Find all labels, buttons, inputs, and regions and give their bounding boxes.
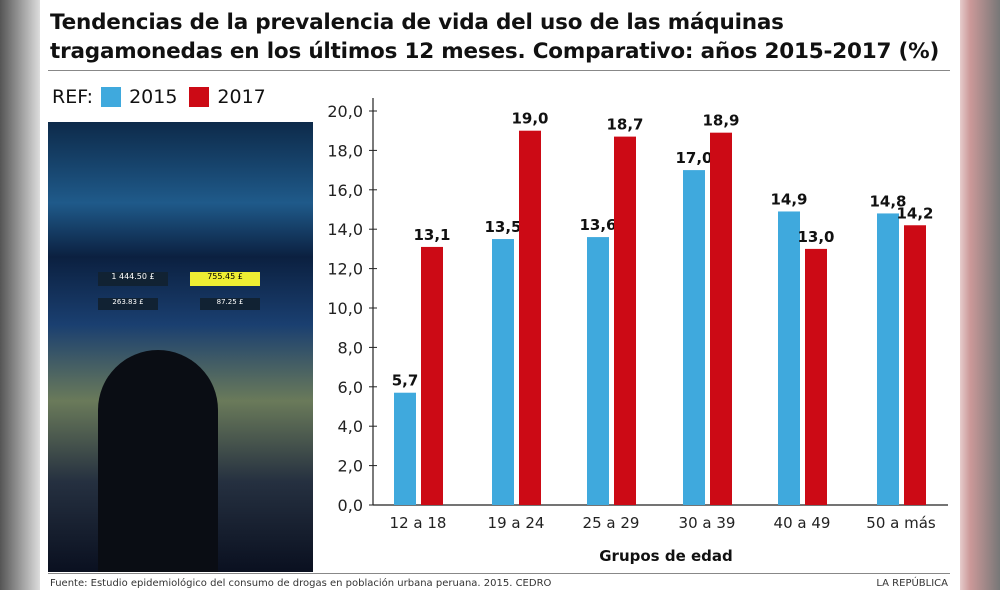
legend-item-2017: 2017 — [217, 86, 266, 108]
data-label-2015: 13,5 — [484, 218, 521, 236]
bar-2015 — [587, 237, 609, 505]
x-tick-label: 40 a 49 — [774, 514, 831, 532]
data-label-2017: 18,9 — [702, 112, 739, 130]
x-tick-label: 30 a 39 — [679, 514, 736, 532]
legend-swatch-2017 — [189, 87, 210, 107]
chart-title: Tendencias de la prevalencia de vida del… — [50, 10, 940, 64]
y-tick-label: 8,0 — [338, 338, 363, 357]
bar-2017 — [519, 130, 541, 505]
legend: REF: 2015 2017 — [52, 86, 266, 108]
y-tick-label: 14,0 — [327, 220, 363, 239]
bar-2017 — [614, 136, 636, 506]
bar-2015 — [778, 211, 800, 505]
source-note: Fuente: Estudio epidemiológico del consu… — [50, 578, 552, 589]
data-label-2015: 17,0 — [675, 149, 712, 167]
x-tick-label: 19 a 24 — [488, 514, 545, 532]
photo-display-4: 87.25 £ — [200, 298, 260, 310]
y-tick-label: 0,0 — [338, 496, 363, 515]
y-tick-label: 20,0 — [327, 102, 363, 121]
x-tick-label: 12 a 18 — [390, 514, 447, 532]
x-tick-label: 25 a 29 — [583, 514, 640, 532]
data-label-2017: 13,0 — [797, 228, 834, 246]
bar-2015 — [877, 213, 899, 505]
y-tick-label: 18,0 — [327, 141, 363, 160]
y-tick-label: 4,0 — [338, 417, 363, 436]
x-axis-label: Grupos de edad — [599, 547, 732, 565]
data-label-2015: 14,8 — [869, 192, 906, 210]
y-tick-label: 16,0 — [327, 181, 363, 200]
data-label-2017: 13,1 — [413, 226, 450, 244]
bar-2017 — [421, 246, 443, 505]
data-label-2017: 14,2 — [896, 204, 933, 222]
brand-credit: LA REPÚBLICA — [876, 578, 948, 589]
photo-display-2: 755.45 £ — [190, 272, 260, 286]
y-tick-label: 6,0 — [338, 378, 363, 397]
photo-display-3: 263.83 £ — [98, 298, 158, 310]
data-label-2015: 13,6 — [579, 216, 616, 234]
person-silhouette — [98, 350, 218, 572]
bar-2017 — [904, 225, 926, 505]
bar-2017 — [805, 248, 827, 505]
legend-label: REF: — [52, 86, 94, 108]
data-label-2015: 5,7 — [392, 372, 419, 390]
y-tick-label: 10,0 — [327, 299, 363, 318]
y-tick-label: 12,0 — [327, 260, 363, 279]
y-tick-label: 2,0 — [338, 457, 363, 476]
data-label-2017: 18,7 — [606, 116, 643, 134]
slot-machine-photo: 1 444.50 £ 755.45 £ 263.83 £ 87.25 £ — [48, 122, 313, 572]
bar-2015 — [683, 170, 705, 505]
photo-display-1: 1 444.50 £ — [98, 272, 168, 286]
footer-divider — [48, 573, 950, 574]
x-tick-label: 50 a más — [866, 514, 936, 532]
bar-2017 — [710, 132, 732, 506]
title-divider — [48, 70, 950, 71]
legend-swatch-2015 — [101, 87, 122, 107]
data-label-2017: 19,0 — [511, 110, 548, 128]
legend-item-2015: 2015 — [129, 86, 178, 108]
data-label-2015: 14,9 — [770, 190, 807, 208]
bar-2015 — [394, 392, 416, 505]
bar-2015 — [492, 239, 514, 506]
